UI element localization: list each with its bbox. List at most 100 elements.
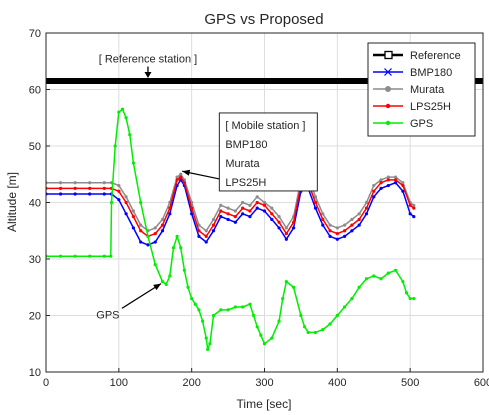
data-point <box>117 198 121 202</box>
data-point <box>219 308 223 312</box>
data-point <box>160 217 165 222</box>
data-point <box>412 215 416 219</box>
data-point <box>58 181 63 185</box>
data-point <box>412 296 416 301</box>
data-point <box>262 200 267 205</box>
data-point <box>153 226 157 230</box>
legend-label: BMP180 <box>410 67 452 79</box>
data-point <box>117 110 121 114</box>
data-point <box>175 178 179 182</box>
data-point <box>248 203 252 207</box>
x-tick-label: 600 <box>474 377 489 389</box>
data-point <box>357 217 361 222</box>
chart-title: GPS vs Proposed <box>204 11 323 28</box>
data-point <box>58 186 63 190</box>
data-point <box>270 217 274 222</box>
plot-border <box>45 32 484 373</box>
data-point <box>102 181 106 185</box>
y-tick-label: 60 <box>29 85 41 97</box>
x-tick-label: 500 <box>401 377 419 389</box>
data-point <box>313 330 318 335</box>
series-gps <box>46 107 416 351</box>
data-point <box>255 206 259 210</box>
data-point <box>248 215 252 219</box>
reference-station-label: [ Reference station ] <box>99 54 197 66</box>
data-point <box>204 229 208 233</box>
series-murata <box>46 167 416 233</box>
data-point <box>277 220 281 224</box>
data-point <box>262 209 267 213</box>
data-point <box>292 220 296 224</box>
data-point <box>204 234 208 238</box>
mobile-station-arrow-head <box>182 169 191 176</box>
data-point <box>124 195 128 199</box>
data-point <box>179 246 183 250</box>
data-point <box>204 336 208 340</box>
data-point <box>313 206 318 210</box>
data-point <box>277 226 281 230</box>
data-point <box>102 254 106 258</box>
data-point <box>117 183 121 188</box>
data-point <box>306 330 310 335</box>
data-point <box>179 175 183 179</box>
legend-marker <box>384 68 392 76</box>
data-point <box>197 223 201 227</box>
legend-label: Reference <box>410 50 461 62</box>
legend-item: Reference <box>373 50 461 62</box>
data-point <box>401 280 405 284</box>
gps-arrow <box>121 283 162 309</box>
x-tick-label: 200 <box>182 377 200 389</box>
data-point <box>153 231 157 236</box>
data-point <box>186 285 190 289</box>
data-point <box>364 212 369 216</box>
data-point <box>248 302 252 306</box>
data-point <box>219 203 223 207</box>
data-point <box>277 319 281 323</box>
data-point <box>153 263 157 267</box>
data-point <box>146 234 150 238</box>
data-point <box>284 280 288 284</box>
legend-marker <box>385 86 391 92</box>
data-point <box>139 229 143 233</box>
data-point <box>343 305 347 309</box>
data-point <box>386 175 390 179</box>
data-point <box>131 215 135 219</box>
mobile-station-line: LPS25H <box>225 177 266 189</box>
data-point <box>73 192 77 196</box>
data-point <box>219 209 223 213</box>
data-point <box>182 181 186 185</box>
legend-item: LPS25H <box>373 101 451 113</box>
data-point <box>357 212 361 216</box>
data-point <box>262 203 267 207</box>
data-point <box>281 296 285 301</box>
data-point <box>211 223 216 227</box>
data-point <box>200 319 205 323</box>
legend-item: BMP180 <box>373 67 452 79</box>
data-point <box>343 234 347 238</box>
data-point <box>248 209 252 213</box>
data-point <box>379 181 383 185</box>
series-layer <box>46 78 483 351</box>
data-point <box>379 178 383 182</box>
data-point <box>328 322 332 326</box>
legend-item: GPS <box>373 118 433 130</box>
data-point <box>277 215 281 219</box>
data-point <box>372 189 376 193</box>
data-point <box>241 305 245 309</box>
data-point <box>364 200 369 205</box>
data-point <box>394 175 398 179</box>
data-point <box>350 223 354 227</box>
x-tick-label: 0 <box>43 377 49 389</box>
data-point <box>364 206 369 210</box>
data-point <box>197 229 201 233</box>
data-point <box>168 274 172 278</box>
data-point <box>139 223 143 227</box>
data-point <box>241 200 245 205</box>
y-tick-label: 10 <box>29 367 41 379</box>
data-point <box>255 195 259 199</box>
mobile-station-line: Murata <box>225 158 260 170</box>
data-point <box>211 217 216 222</box>
data-point <box>233 305 237 309</box>
data-point <box>379 277 383 281</box>
data-point <box>58 192 63 196</box>
